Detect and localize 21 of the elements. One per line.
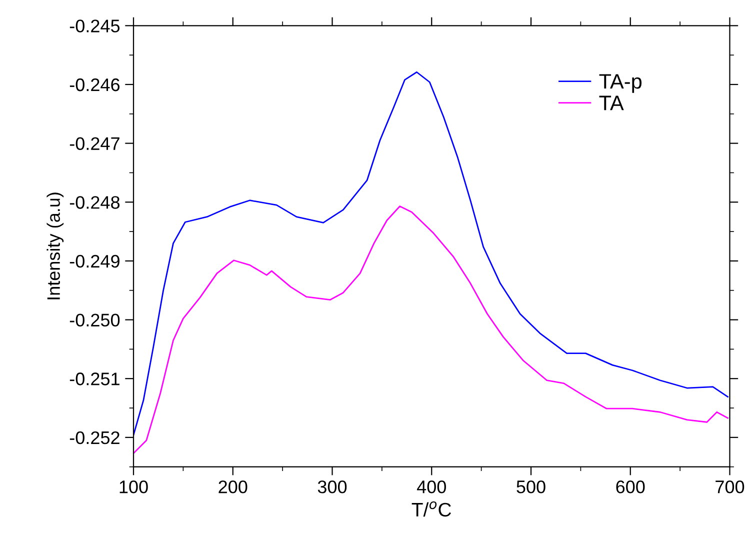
y-tick-label: -0.245 (70, 20, 120, 32)
legend-label: TA-p (599, 74, 642, 93)
y-tick-label: -0.246 (70, 78, 120, 92)
x-tick-label: 100 (120, 480, 148, 494)
x-tick-label: 300 (318, 480, 347, 494)
y-axis-title: Intensity (a.u) (46, 192, 64, 300)
x-tick-label: 200 (218, 480, 248, 494)
y-tick-label: -0.249 (70, 254, 120, 268)
legend-label: TA (599, 96, 624, 110)
line-series (134, 206, 728, 454)
x-tick-label: 400 (416, 480, 446, 494)
y-tick-label: -0.251 (70, 372, 120, 386)
y-tick-label: -0.250 (70, 314, 120, 326)
x-tick-label: 500 (516, 480, 546, 494)
y-tick-label: -0.252 (70, 431, 120, 444)
x-tick-label: 700 (716, 480, 744, 494)
x-tick-label: 600 (616, 480, 645, 494)
y-tick-label: -0.248 (70, 196, 120, 209)
x-axis-title: T/$^{o}$C (412, 501, 452, 517)
y-tick-label: -0.247 (70, 137, 120, 150)
line-series (134, 71, 728, 436)
